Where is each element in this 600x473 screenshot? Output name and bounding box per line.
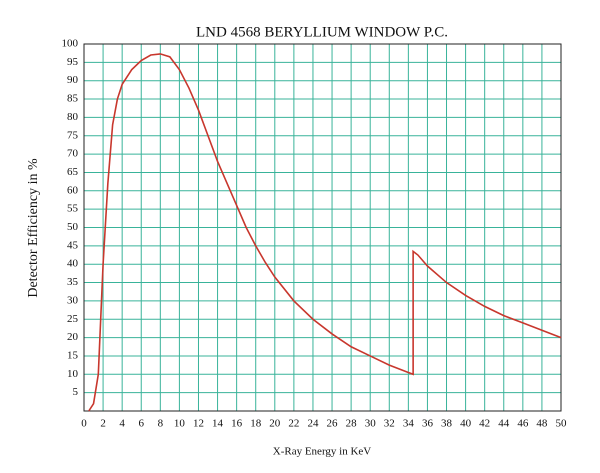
y-tick-label: 5	[73, 386, 79, 398]
x-tick-label: 18	[250, 418, 262, 430]
y-axis-label: Detector Efficiency in %	[26, 158, 41, 298]
x-tick-label: 14	[212, 418, 224, 430]
x-tick-label: 24	[307, 418, 319, 430]
x-tick-label: 8	[158, 418, 164, 430]
x-tick-label: 28	[346, 418, 358, 430]
x-tick-label: 12	[193, 418, 204, 430]
y-tick-label: 30	[67, 294, 79, 306]
y-tick-label: 80	[67, 111, 79, 123]
y-tick-label: 15	[67, 349, 79, 361]
x-tick-label: 10	[174, 418, 186, 430]
x-tick-label: 50	[556, 418, 568, 430]
x-tick-label: 40	[460, 418, 472, 430]
y-tick-label: 40	[67, 258, 79, 270]
x-tick-label: 36	[422, 418, 434, 430]
x-tick-label: 6	[138, 418, 144, 430]
x-tick-label: 32	[384, 418, 395, 430]
x-tick-label: 42	[479, 418, 490, 430]
x-tick-label: 22	[288, 418, 299, 430]
x-tick-label: 0	[81, 418, 87, 430]
y-tick-label: 65	[67, 166, 79, 178]
x-tick-label: 30	[365, 418, 377, 430]
x-tick-label: 2	[100, 418, 106, 430]
data-line	[88, 53, 562, 412]
x-axis-label: X-Ray Energy in KeV	[273, 446, 372, 458]
y-tick-label: 90	[67, 74, 79, 86]
y-tick-label: 10	[67, 368, 79, 380]
x-tick-label: 38	[441, 418, 453, 430]
y-tick-label: 75	[67, 129, 79, 141]
y-tick-label: 100	[62, 38, 79, 50]
chart-title: LND 4568 BERYLLIUM WINDOW P.C.	[196, 24, 448, 40]
y-tick-label: 70	[67, 148, 79, 160]
y-tick-label: 60	[67, 184, 79, 196]
x-tick-label: 48	[536, 418, 548, 430]
x-tick-label: 20	[269, 418, 281, 430]
x-tick-label: 16	[231, 418, 243, 430]
y-tick-label: 20	[67, 331, 79, 343]
x-tick-label: 46	[517, 418, 529, 430]
y-tick-label: 85	[67, 93, 79, 105]
y-tick-label: 45	[67, 239, 79, 251]
x-tick-label: 44	[498, 418, 510, 430]
plot-frame	[83, 43, 562, 412]
x-tick-label: 34	[403, 418, 415, 430]
y-tick-label: 55	[67, 203, 79, 215]
x-tick-label: 4	[119, 418, 125, 430]
y-tick-label: 50	[67, 221, 79, 233]
y-tick-label: 95	[67, 56, 79, 68]
y-tick-label: 35	[67, 276, 79, 288]
y-tick-label: 25	[67, 313, 79, 325]
x-tick-label: 26	[327, 418, 339, 430]
